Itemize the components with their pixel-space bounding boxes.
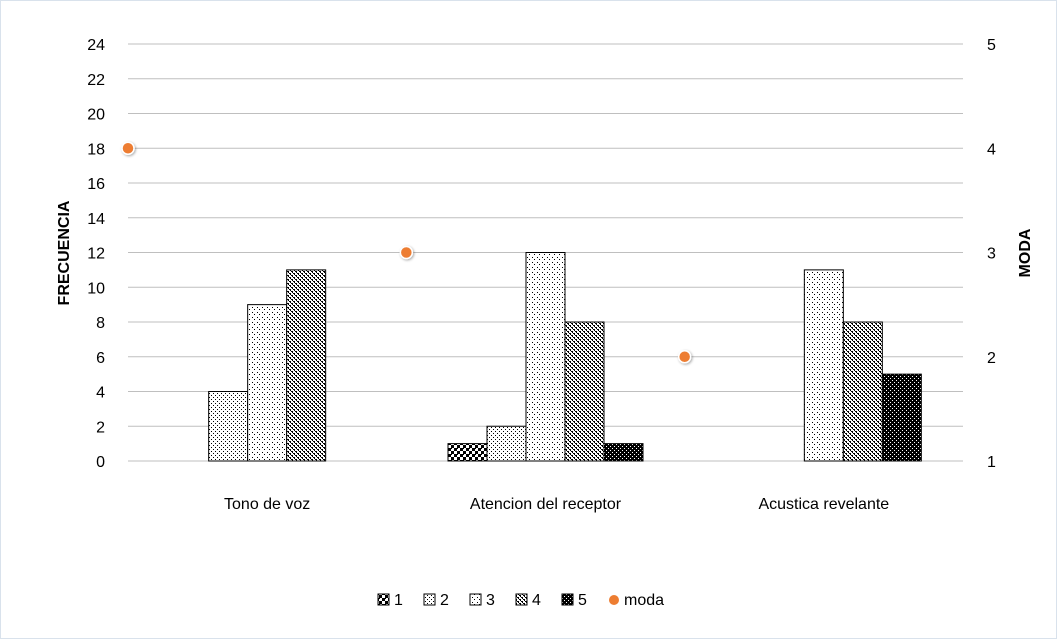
legend-swatch-2: [423, 593, 436, 606]
category-labels: Tono de voz Atencion del receptor Acustica…: [224, 496, 889, 513]
moda-point: [677, 350, 692, 364]
legend: 1 2 3 4 5 moda: [377, 592, 664, 609]
y-tick-label: 4: [96, 385, 105, 402]
bar-series-5: [603, 443, 644, 462]
moda-point: [399, 245, 414, 260]
y-tick-label: 12: [87, 246, 105, 263]
bars: [208, 252, 922, 462]
legend-label: 5: [578, 592, 587, 609]
y-tick-label: 18: [87, 141, 105, 158]
bar-series-4: [564, 321, 605, 462]
bar-series-3: [247, 304, 288, 462]
bar-series-4: [286, 269, 327, 462]
legend-label: 2: [440, 592, 449, 609]
legend-label: 4: [532, 592, 541, 609]
legend-label: 3: [486, 592, 495, 609]
moda-series: [121, 141, 692, 364]
y2-tick-label: 2: [987, 350, 996, 367]
category-label: Tono de voz: [224, 496, 310, 513]
y-tick-label: 16: [87, 176, 105, 193]
category-label: Atencion del receptor: [470, 496, 622, 513]
y-tick-label: 20: [87, 107, 105, 124]
bar-series-4: [842, 321, 883, 462]
y-tick-label: 22: [87, 72, 105, 89]
y-tick-label: 0: [96, 454, 105, 471]
bar-series-3: [525, 252, 566, 462]
bar-series-1: [447, 443, 488, 462]
legend-swatch-4: [515, 593, 528, 606]
y-axis-title: FRECUENCIA: [56, 200, 73, 305]
y2-tick-label: 5: [987, 37, 996, 54]
bar-series-2: [486, 425, 527, 462]
y-tick-label: 2: [96, 419, 105, 436]
category-label: Acustica revelante: [758, 496, 889, 513]
bar-series-2: [208, 391, 249, 462]
y-tick-label: 14: [87, 211, 105, 228]
bar-series-5: [881, 373, 922, 462]
legend-swatch-3: [469, 593, 482, 606]
y-tick-label: 10: [87, 280, 105, 297]
legend-swatch-1: [377, 593, 390, 606]
y-tick-label: 8: [96, 315, 105, 332]
y2-axis-title: MODA: [1017, 228, 1034, 277]
y2-tick-label: 4: [987, 141, 996, 158]
y2-tick-label: 1: [987, 454, 996, 471]
y-tick-label: 24: [87, 37, 105, 54]
y2-tick-label: 3: [987, 246, 996, 263]
legend-label: 1: [394, 592, 403, 609]
legend-swatch-moda: [609, 595, 619, 605]
y-tick-label: 6: [96, 350, 105, 367]
legend-swatch-5: [561, 593, 574, 606]
bar-series-3: [803, 269, 844, 462]
legend-label: moda: [624, 592, 664, 609]
moda-point: [121, 141, 135, 155]
